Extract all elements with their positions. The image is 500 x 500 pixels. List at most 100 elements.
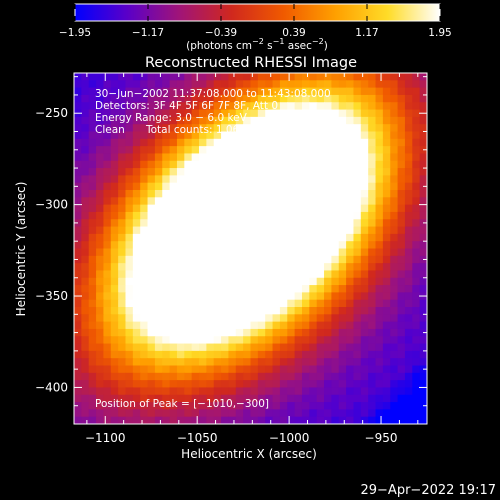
heatmap-cell [346, 416, 355, 424]
heatmap-cell [191, 285, 200, 293]
heatmap-cell [110, 365, 119, 374]
total-counts-label: Total counts: 1.06E+06 [145, 124, 268, 136]
heatmap-cell [118, 190, 127, 198]
heatmap-cell [103, 175, 112, 184]
heatmap-cell [221, 116, 230, 125]
heatmap-cell [250, 197, 259, 206]
heatmap-cell [110, 168, 119, 176]
heatmap-cell [272, 197, 281, 206]
heatmap-cell [404, 358, 413, 367]
heatmap-cell [103, 372, 112, 381]
heatmap-cell [316, 372, 325, 381]
heatmap-cell [346, 204, 355, 213]
heatmap-cell [191, 365, 200, 374]
heatmap-cell [250, 409, 259, 418]
heatmap-cell [154, 387, 163, 396]
heatmap-cell [316, 94, 325, 103]
heatmap-cell [74, 124, 82, 133]
heatmap-cell [235, 336, 244, 345]
heatmap-cell [250, 219, 259, 228]
heatmap-cell [154, 131, 163, 140]
heatmap-cell [346, 292, 355, 301]
heatmap-cell [110, 277, 119, 286]
heatmap-cell [147, 160, 156, 169]
heatmap-cell [324, 197, 332, 206]
heatmap-cell [316, 409, 325, 418]
heatmap-cell [294, 80, 303, 89]
heatmap-cell [221, 124, 230, 133]
heatmap-cell [162, 350, 171, 359]
heatmap-cell [132, 204, 141, 213]
heatmap-cell [154, 307, 163, 315]
heatmap-cell [397, 321, 406, 330]
heatmap-cell [360, 175, 369, 184]
heatmap-cell [390, 211, 399, 220]
heatmap-cell [301, 146, 310, 155]
heatmap-cell [81, 87, 90, 96]
heatmap-cell [301, 87, 310, 96]
heatmap-cell [118, 226, 127, 235]
heatmap-cell [301, 380, 310, 389]
heatmap-cell [235, 285, 244, 293]
heatmap-cell [191, 109, 200, 118]
heatmap-cell [213, 372, 222, 381]
heatmap-cell [360, 314, 369, 323]
heatmap-cell [338, 255, 347, 264]
heatmap-cell [88, 94, 97, 103]
heatmap-cell [265, 350, 274, 359]
heatmap-cell [147, 248, 156, 257]
heatmap-cell [279, 402, 288, 410]
heatmap-cell [206, 292, 215, 301]
heatmap-cell [118, 87, 127, 96]
heatmap-cell [132, 190, 141, 198]
heatmap-cell [412, 153, 421, 162]
heatmap-cell [294, 102, 303, 111]
heatmap-cell [213, 358, 222, 367]
heatmap-cell [353, 314, 362, 323]
heatmap-cell [257, 124, 266, 133]
heatmap-cell [125, 343, 134, 352]
heatmap-cell [287, 380, 296, 389]
heatmap-cell [419, 233, 427, 242]
heatmap-cell [176, 314, 185, 323]
heatmap-cell [338, 387, 347, 396]
heatmap-cell [235, 131, 244, 140]
heatmap-cell [199, 160, 207, 169]
heatmap-cell [250, 94, 259, 103]
heatmap-cell [375, 190, 384, 198]
heatmap-cell [390, 138, 399, 147]
heatmap-cell [118, 204, 127, 213]
heatmap-cell [331, 109, 340, 118]
heatmap-cell [110, 263, 119, 272]
heatmap-cell [74, 336, 82, 345]
heatmap-cell [265, 402, 274, 410]
heatmap-cell [346, 241, 355, 250]
heatmap-cell [96, 328, 105, 337]
y-axis-title: Heliocentric Y (arcsec) [14, 182, 28, 317]
heatmap-cell [110, 270, 119, 279]
heatmap-cell [162, 336, 171, 345]
heatmap-cell [169, 168, 178, 176]
heatmap-cell [140, 343, 149, 352]
heatmap-cell [103, 160, 112, 169]
heatmap-cell [316, 402, 325, 410]
heatmap-cell [346, 299, 355, 308]
heatmap-cell [118, 343, 127, 352]
heatmap-cell [353, 394, 362, 403]
heatmap-cell [382, 94, 391, 103]
heatmap-cell [132, 299, 141, 308]
heatmap-cell [206, 409, 215, 418]
heatmap-cell [125, 416, 134, 424]
heatmap-cell [176, 168, 185, 176]
heatmap-cell [250, 146, 259, 155]
heatmap-cell [301, 416, 310, 424]
heatmap-cell [110, 285, 119, 293]
heatmap-cell [184, 204, 193, 213]
heatmap-cell [147, 343, 156, 352]
heatmap-cell [382, 124, 391, 133]
heatmap-cell [382, 314, 391, 323]
heatmap-cell [294, 328, 303, 337]
heatmap-cell [206, 394, 215, 403]
heatmap-cell [162, 270, 171, 279]
heatmap-cell [125, 328, 134, 337]
